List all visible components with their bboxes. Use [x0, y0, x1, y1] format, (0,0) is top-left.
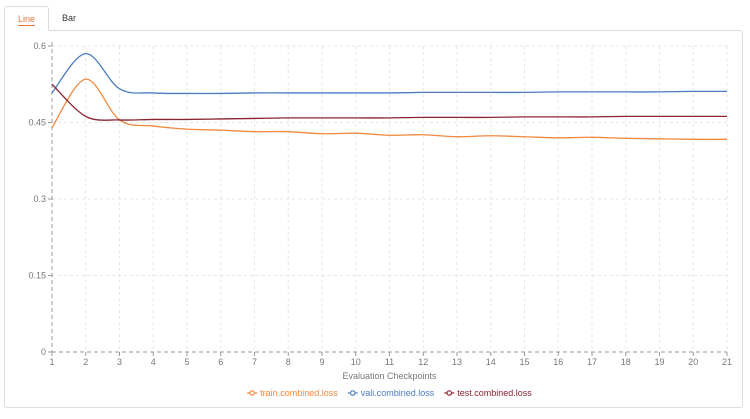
- x-tick-label: 1: [49, 357, 54, 367]
- grid-layer: [52, 45, 728, 352]
- legend-swatch-marker: [349, 390, 356, 396]
- x-tick-label: 7: [252, 357, 257, 367]
- x-tick-label: 18: [621, 357, 631, 367]
- x-tick-label: 2: [83, 357, 88, 367]
- x-axis-title: Evaluation Checkpoints: [342, 371, 437, 381]
- legend-label: vali.combined.loss: [361, 388, 435, 398]
- x-tick-label: 11: [385, 357, 394, 367]
- x-tick-label: 12: [418, 357, 428, 367]
- x-tick-label: 10: [351, 357, 361, 367]
- x-tick-label: 21: [722, 357, 732, 367]
- legend: train.combined.loss vali.combined.loss tes…: [247, 388, 532, 398]
- x-tick-label: 4: [151, 357, 156, 367]
- series-layer: [51, 52, 728, 141]
- x-tick-label: 14: [486, 357, 496, 367]
- x-tick-label: 17: [587, 357, 597, 367]
- y-tick-label: 0.45: [28, 118, 46, 128]
- y-tick-label: 0.3: [33, 194, 46, 204]
- x-tick-label: 19: [654, 357, 664, 367]
- tab-bar-label: Bar: [62, 13, 77, 23]
- tab-line-label: Line: [18, 14, 36, 26]
- series-line-train: [51, 78, 728, 141]
- x-tick-label: 8: [286, 357, 291, 367]
- x-tick-label: 13: [452, 357, 462, 367]
- legend-item-test[interactable]: test.combined.loss: [444, 388, 532, 398]
- x-tick-label: 6: [218, 357, 223, 367]
- y-tick-label: 0: [41, 347, 46, 357]
- y-tick-label: 0.15: [28, 271, 46, 281]
- x-tick-label: 3: [117, 357, 122, 367]
- legend-label: test.combined.loss: [457, 388, 532, 398]
- x-tick-label: 9: [319, 357, 324, 367]
- legend-swatch-marker: [249, 390, 255, 396]
- series-line-test: [51, 83, 727, 121]
- tab-bar[interactable]: Bar: [49, 6, 89, 31]
- legend-item-train[interactable]: train.combined.loss: [247, 388, 338, 398]
- legend-label: train.combined.loss: [260, 388, 338, 398]
- x-tick-label: 20: [688, 357, 698, 367]
- axis-layer: 1 2 3 4 5 6 7 8 9 10 11 12 13 14 15 16 17 18 19 20 2100.150.…: [28, 41, 732, 367]
- legend-swatch-marker: [446, 390, 453, 396]
- chart-tabs: Line Bar: [4, 6, 89, 31]
- y-tick-label: 0.6: [33, 41, 46, 51]
- legend-item-vali[interactable]: vali.combined.loss: [347, 388, 435, 398]
- x-tick-label: 16: [553, 357, 563, 367]
- tab-line[interactable]: Line: [4, 6, 50, 31]
- x-tick-label: 15: [519, 357, 529, 367]
- x-tick-label: 5: [184, 357, 189, 367]
- series-line-vali: [51, 52, 728, 95]
